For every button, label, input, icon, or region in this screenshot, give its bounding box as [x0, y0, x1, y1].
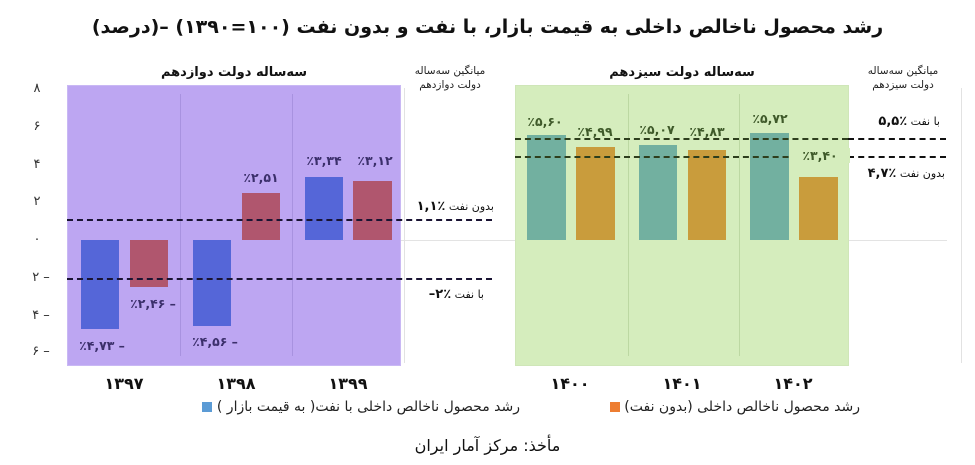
x-category: ۱۳۹۹	[328, 374, 368, 393]
bar-1400-with-oil	[527, 135, 566, 240]
x-category: ۱۳۹۸	[216, 374, 256, 393]
avg-line-13th-without-oil	[515, 156, 848, 158]
bar-1398-with-oil	[193, 240, 231, 326]
value-label-1398-without-oil: ٪۲,۵۱	[243, 170, 279, 185]
y-tick: ۴	[33, 157, 41, 172]
bar-1401-with-oil	[639, 145, 677, 240]
avg-label-value: ٪۱,۱	[416, 199, 446, 214]
avg-line-12th-with-oil	[67, 278, 492, 280]
legend-swatch-orange-icon	[609, 402, 620, 412]
value-label-1397-with-oil: ٪۴,۷۳ –	[79, 338, 125, 353]
avg-label-13th-with-oil: با نفت ٪۵,۵	[858, 114, 940, 129]
value-label-1401-without-oil: ٪۴,۸۳	[689, 124, 725, 139]
avg-label-text: بدون نفت	[448, 200, 494, 213]
avg-line-12th-without-oil	[67, 219, 492, 221]
legend-swatch-blue-icon	[202, 402, 213, 412]
value-label-1401-with-oil: ٪۵,۰۷	[639, 122, 675, 137]
bar-1399-with-oil	[305, 177, 343, 240]
x-category: ۱۴۰۰	[550, 374, 590, 393]
avg-line-13th-without-oil-ext	[848, 156, 946, 158]
y-tick: ۴ –	[32, 308, 50, 323]
category-divider	[739, 94, 740, 356]
value-label-1397-without-oil: ٪۲,۴۶ –	[130, 296, 176, 311]
y-tick: ۶ –	[32, 344, 50, 359]
bar-1402-with-oil	[750, 133, 789, 240]
bar-1402-without-oil	[799, 177, 838, 240]
category-divider	[628, 94, 629, 356]
avg-line-13th-with-oil	[515, 138, 848, 140]
value-label-1400-without-oil: ٪۴,۹۹	[577, 124, 613, 139]
bar-1401-without-oil	[688, 150, 726, 240]
avg-heading-line1: میانگین سه‌ساله	[867, 65, 939, 77]
avg-column-divider	[404, 88, 405, 363]
y-tick: ۰	[33, 232, 41, 247]
y-tick: ۲ –	[32, 270, 50, 285]
y-tick: ۸	[33, 81, 41, 96]
y-tick: ۲	[33, 194, 41, 209]
avg-heading-line1: میانگین سه‌ساله	[414, 65, 486, 77]
panel-title-13th-government: سه‌ساله دولت سیزدهم	[609, 65, 755, 80]
bar-1400-without-oil	[576, 147, 615, 240]
avg-heading-line2: دولت سیزدهم	[872, 79, 934, 91]
avg-label-12th-without-oil: بدون نفت ٪۱,۱	[412, 199, 494, 214]
category-divider	[292, 94, 293, 356]
category-divider	[180, 94, 181, 356]
avg-label-value: ٪۴,۷	[867, 166, 897, 181]
avg-label-text: با نفت	[454, 288, 484, 301]
value-label-1400-with-oil: ٪۵,۶۰	[527, 114, 563, 129]
x-category: ۱۴۰۱	[662, 374, 702, 393]
zero-baseline	[67, 240, 947, 241]
avg-label-12th-with-oil: با نفت ٪۲–	[412, 287, 484, 302]
avg-heading-13th: میانگین سه‌ساله دولت سیزدهم	[858, 64, 948, 92]
legend-item-without-oil: رشد محصول ناخالص داخلی (بدون نفت)	[560, 399, 860, 415]
avg-label-text: بدون نفت	[899, 167, 945, 180]
bar-1397-with-oil	[81, 240, 119, 329]
legend-label: رشد محصول ناخالص داخلی (بدون نفت)	[624, 399, 860, 415]
avg-column-divider	[961, 88, 962, 363]
source-note: مأخذ: مرکز آمار ایران	[414, 436, 561, 455]
avg-heading-12th: میانگین سه‌ساله دولت دوازدهم	[408, 64, 492, 92]
chart-title: رشد محصول ناخالص داخلی به قیمت بازار، با…	[91, 16, 884, 38]
bar-1398-without-oil	[242, 193, 280, 240]
avg-label-value: ٪۵,۵	[878, 114, 908, 129]
x-category: ۱۴۰۲	[773, 374, 813, 393]
x-category: ۱۳۹۷	[104, 374, 144, 393]
value-label-1402-without-oil: ٪۳,۴۰	[790, 148, 850, 163]
avg-label-text: با نفت	[910, 115, 940, 128]
value-label-1398-with-oil: ٪۴,۵۶ –	[192, 334, 238, 349]
legend-label: رشد محصول ناخالص داخلی با نفت( به قیمت ب…	[216, 399, 520, 415]
panel-13th-government	[515, 85, 849, 366]
avg-label-value: ٪۲–	[428, 287, 452, 302]
bar-1399-without-oil	[353, 181, 392, 240]
panel-12th-government	[67, 85, 401, 366]
value-label-1399-with-oil: ٪۳,۳۴	[306, 153, 342, 168]
avg-heading-line2: دولت دوازدهم	[419, 79, 481, 91]
legend-item-with-oil: رشد محصول ناخالص داخلی با نفت( به قیمت ب…	[130, 399, 520, 415]
avg-label-13th-without-oil: بدون نفت ٪۴,۷	[853, 166, 945, 181]
value-label-1402-with-oil: ٪۵,۷۲	[752, 111, 788, 126]
value-label-1399-without-oil: ٪۳,۱۲	[357, 153, 393, 168]
y-tick: ۶	[33, 119, 41, 134]
avg-line-13th-with-oil-ext	[848, 138, 946, 140]
panel-title-12th-government: سه‌ساله دولت دوازدهم	[160, 65, 308, 80]
